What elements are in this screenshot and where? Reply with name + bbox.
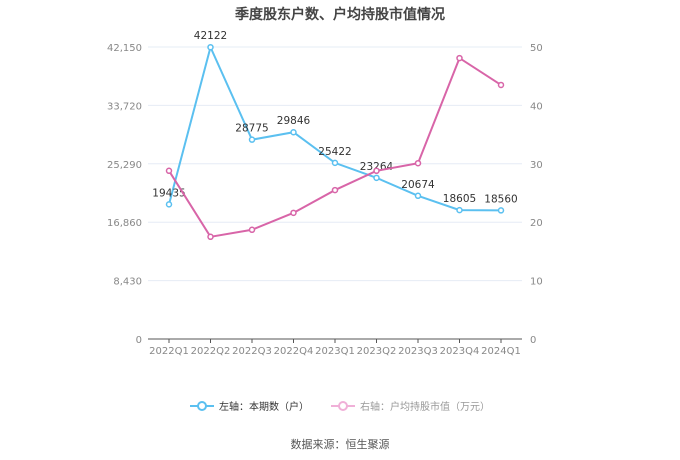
data-label: 18560 bbox=[484, 193, 517, 205]
line-marker-icon bbox=[331, 400, 355, 411]
data-point[interactable] bbox=[373, 174, 380, 182]
data-point[interactable] bbox=[497, 207, 505, 214]
left-axis-tick: 16,860 bbox=[107, 218, 142, 229]
right-axis-tick: 50 bbox=[530, 43, 543, 54]
data-point[interactable] bbox=[290, 128, 297, 136]
right-axis-tick: 40 bbox=[530, 101, 543, 112]
x-axis-tick: 2022Q4 bbox=[274, 346, 314, 357]
x-axis-tick: 2023Q4 bbox=[440, 346, 480, 357]
x-axis-tick: 2023Q3 bbox=[398, 346, 438, 357]
data-point[interactable] bbox=[248, 136, 256, 143]
data-point[interactable] bbox=[207, 233, 214, 241]
data-point[interactable] bbox=[165, 167, 173, 175]
data-point[interactable] bbox=[456, 54, 463, 62]
data-point[interactable] bbox=[290, 209, 297, 217]
data-point[interactable] bbox=[456, 206, 463, 214]
legend-item-right-series[interactable]: 右轴：户均持股市值（万元） bbox=[331, 398, 490, 413]
data-point[interactable] bbox=[248, 226, 256, 234]
data-point[interactable] bbox=[331, 186, 339, 194]
x-axis-tick: 2024Q1 bbox=[481, 346, 521, 357]
chart-title: 季度股东户数、户均持股市值情况 bbox=[235, 7, 445, 23]
data-point[interactable] bbox=[165, 201, 173, 208]
data-label: 29846 bbox=[277, 115, 311, 127]
left-axis-tick: 8,430 bbox=[113, 277, 142, 288]
data-point[interactable] bbox=[207, 43, 214, 51]
left-axis-tick: 33,720 bbox=[107, 101, 142, 112]
x-axis-tick: 2022Q3 bbox=[232, 346, 272, 357]
data-label: 20674 bbox=[401, 179, 435, 191]
data-label: 28775 bbox=[235, 123, 268, 135]
data-point[interactable] bbox=[331, 159, 339, 167]
line-marker-icon bbox=[190, 400, 214, 411]
data-label: 19435 bbox=[152, 187, 185, 199]
data-point[interactable] bbox=[414, 192, 422, 200]
data-label: 42122 bbox=[194, 30, 227, 42]
right-axis-tick: 20 bbox=[530, 218, 543, 229]
legend-label-left: 左轴：本期数（户） bbox=[219, 402, 309, 413]
right-axis-tick: 30 bbox=[530, 160, 543, 171]
right-axis-tick: 10 bbox=[530, 277, 543, 288]
data-label: 18605 bbox=[443, 193, 476, 205]
x-axis-tick: 2022Q2 bbox=[191, 346, 231, 357]
legend: 左轴：本期数（户） 右轴：户均持股市值（万元） bbox=[0, 398, 680, 413]
data-point[interactable] bbox=[373, 167, 380, 175]
right-axis-tick: 0 bbox=[530, 335, 536, 346]
x-axis-tick: 2022Q1 bbox=[149, 346, 189, 357]
left-axis-tick: 0 bbox=[136, 335, 142, 346]
data-point[interactable] bbox=[414, 159, 422, 167]
left-axis-tick: 42,150 bbox=[107, 43, 142, 54]
data-source: 数据来源：恒生聚源 bbox=[290, 438, 390, 451]
left-axis-tick: 25,290 bbox=[107, 160, 142, 171]
legend-label-right: 右轴：户均持股市值（万元） bbox=[360, 402, 490, 413]
legend-item-left-series[interactable]: 左轴：本期数（户） bbox=[190, 398, 309, 413]
x-axis-tick: 2023Q1 bbox=[315, 346, 355, 357]
data-label: 25422 bbox=[318, 146, 351, 158]
data-point[interactable] bbox=[497, 81, 505, 89]
x-axis-tick: 2023Q2 bbox=[357, 346, 397, 357]
left-series-line bbox=[168, 44, 502, 212]
